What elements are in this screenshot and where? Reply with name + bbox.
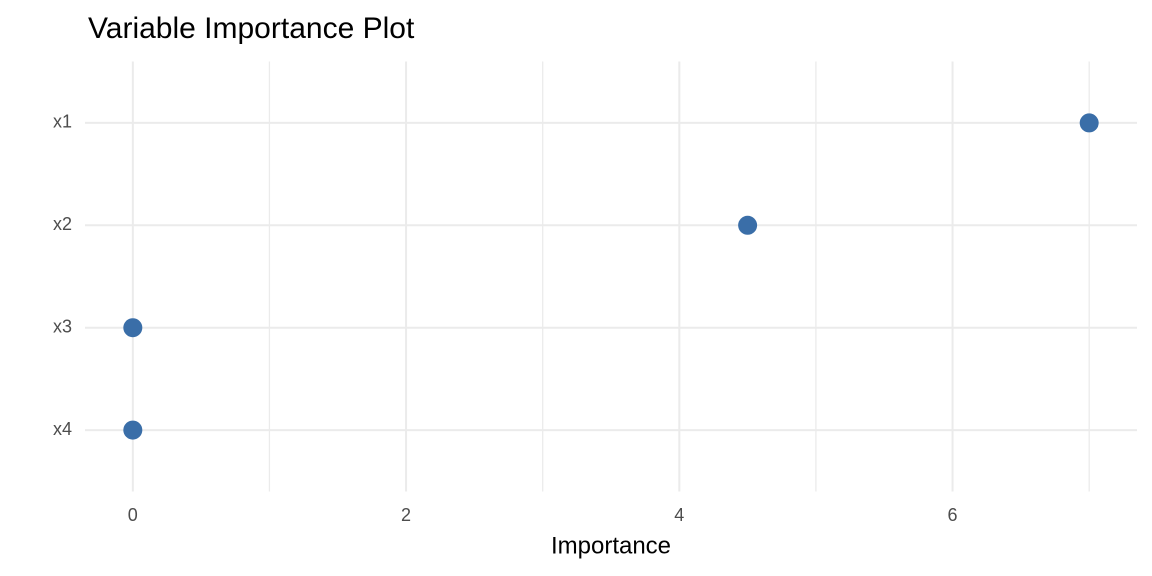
x-tick-label: 6 xyxy=(948,505,958,525)
y-tick-label: x3 xyxy=(53,316,72,336)
y-tick-label: x1 xyxy=(53,112,72,132)
dot xyxy=(123,318,143,338)
y-tick-label: x4 xyxy=(53,419,72,439)
x-tick-label: 4 xyxy=(674,505,684,525)
x-tick-label: 0 xyxy=(128,505,138,525)
x-axis-label: Importance xyxy=(551,532,671,559)
dot xyxy=(738,215,758,235)
x-tick-label: 2 xyxy=(401,505,411,525)
y-tick-label: x2 xyxy=(53,214,72,234)
chart-title: Variable Importance Plot xyxy=(88,12,415,45)
dot xyxy=(1079,113,1099,133)
dot xyxy=(123,420,143,440)
